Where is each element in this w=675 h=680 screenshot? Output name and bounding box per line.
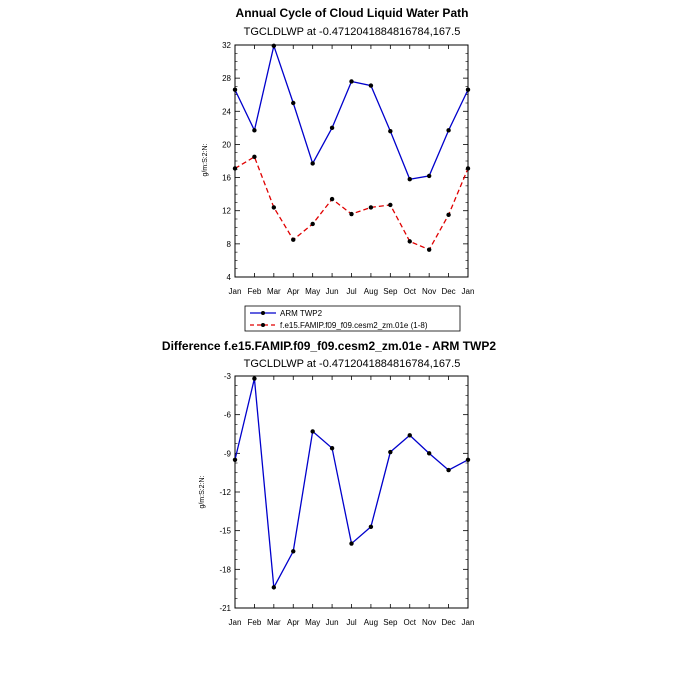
chart-1-legend: ARM TWP2 f.e15.FAMIP.f09_f09.cesm2_zm.01… <box>244 305 461 332</box>
data-point <box>446 128 451 133</box>
data-point <box>446 467 451 473</box>
y-tick-label: -6 <box>224 411 232 420</box>
data-point <box>368 205 374 210</box>
data-point <box>407 239 412 244</box>
data-point <box>232 166 238 171</box>
x-tick-label: Nov <box>422 618 436 627</box>
data-point <box>291 237 296 242</box>
legend-frame <box>244 305 461 332</box>
data-point <box>368 83 374 88</box>
data-point <box>446 212 451 218</box>
x-tick-label: Jan <box>229 287 242 296</box>
x-tick-label: Jun <box>326 287 339 296</box>
chart-2-subtitle: TGCLDLWP at -0.4712041884816784,167.5 <box>244 358 461 370</box>
y-tick-label: 24 <box>222 107 231 116</box>
y-tick-label: 20 <box>222 140 231 149</box>
x-tick-label: Sep <box>383 618 398 627</box>
data-point <box>291 100 296 106</box>
data-point <box>465 87 471 92</box>
y-tick-label: 4 <box>227 273 232 282</box>
data-point <box>465 166 471 171</box>
data-point <box>329 125 335 131</box>
x-tick-label: Oct <box>404 618 417 627</box>
chart-2-title: Difference f.e15.FAMIP.f09_f09.cesm2_zm.… <box>162 339 496 353</box>
data-point <box>291 549 296 554</box>
y-tick-label: -15 <box>219 527 231 536</box>
y-tick-label: 32 <box>222 41 231 50</box>
x-tick-label: Feb <box>248 618 262 627</box>
data-point <box>252 128 257 133</box>
chart-1-title: Annual Cycle of Cloud Liquid Water Path <box>236 6 469 20</box>
data-point <box>310 221 315 227</box>
data-point <box>252 376 257 381</box>
y-tick-label: -3 <box>224 372 232 381</box>
x-tick-label: Apr <box>287 287 300 296</box>
y-tick-label: -18 <box>219 565 231 574</box>
y-tick-label: -21 <box>219 604 231 613</box>
data-point <box>426 451 432 456</box>
data-point <box>271 205 277 210</box>
y-tick-label: 16 <box>222 174 231 183</box>
x-tick-label: Mar <box>267 618 281 627</box>
data-point <box>232 457 238 462</box>
y-tick-label: -9 <box>224 449 232 458</box>
data-point <box>349 541 354 546</box>
data-point <box>407 177 412 182</box>
data-point <box>252 154 257 160</box>
y-tick-label: 28 <box>222 74 231 83</box>
x-tick-label: Jul <box>346 287 356 296</box>
panel-difference: Difference f.e15.FAMIP.f09_f09.cesm2_zm.… <box>162 339 496 627</box>
x-tick-label: Jan <box>462 287 475 296</box>
series-line-1 <box>234 43 469 180</box>
data-point <box>349 211 354 217</box>
data-point <box>426 247 432 252</box>
x-tick-label: Dec <box>441 287 455 296</box>
data-point <box>426 173 432 179</box>
x-tick-label: Jul <box>346 618 356 627</box>
data-point <box>310 429 315 434</box>
data-point <box>465 457 471 462</box>
data-point <box>329 196 335 202</box>
chart-2-y-axis-label: g/m:S:2:N: <box>199 475 206 508</box>
y-tick-label: 8 <box>227 240 232 249</box>
x-tick-label: Mar <box>267 287 281 296</box>
x-tick-label: May <box>305 618 320 627</box>
legend-label-arm: ARM TWP2 <box>280 309 323 318</box>
chart-2-plot-frame <box>234 375 469 609</box>
legend-marker-arm <box>261 311 265 315</box>
x-tick-label: Aug <box>364 287 378 296</box>
chart-1-y-axis-label: g/m:S:2:N: <box>202 143 209 176</box>
data-point <box>388 449 393 455</box>
x-tick-label: Apr <box>287 618 300 627</box>
y-tick-label: -12 <box>219 488 231 497</box>
x-tick-label: Sep <box>383 287 398 296</box>
data-point <box>388 202 393 208</box>
x-tick-label: May <box>305 287 320 296</box>
panel-annual-cycle: Annual Cycle of Cloud Liquid Water Path … <box>202 6 475 332</box>
x-tick-label: Oct <box>404 287 417 296</box>
data-point <box>349 79 354 84</box>
data-point <box>388 128 393 134</box>
x-tick-label: Jan <box>462 618 475 627</box>
x-tick-label: Aug <box>364 618 378 627</box>
series-line-2 <box>234 155 469 251</box>
x-tick-label: Dec <box>441 618 455 627</box>
legend-label-model: f.e15.FAMIP.f09_f09.cesm2_zm.01e (1-8) <box>280 321 428 330</box>
data-point <box>271 585 277 590</box>
data-point <box>329 445 335 451</box>
x-tick-label: Jun <box>326 618 339 627</box>
data-point <box>232 87 238 92</box>
y-tick-label: 12 <box>222 207 231 216</box>
data-point <box>368 524 374 529</box>
series-line-1 <box>234 378 469 590</box>
data-point <box>407 433 412 438</box>
x-tick-label: Nov <box>422 287 436 296</box>
x-tick-label: Feb <box>248 287 262 296</box>
legend-marker-model <box>261 323 265 327</box>
x-tick-label: Jan <box>229 618 242 627</box>
chart-1-subtitle: TGCLDLWP at -0.4712041884816784,167.5 <box>244 26 461 38</box>
data-point <box>271 43 277 49</box>
data-point <box>310 161 315 166</box>
